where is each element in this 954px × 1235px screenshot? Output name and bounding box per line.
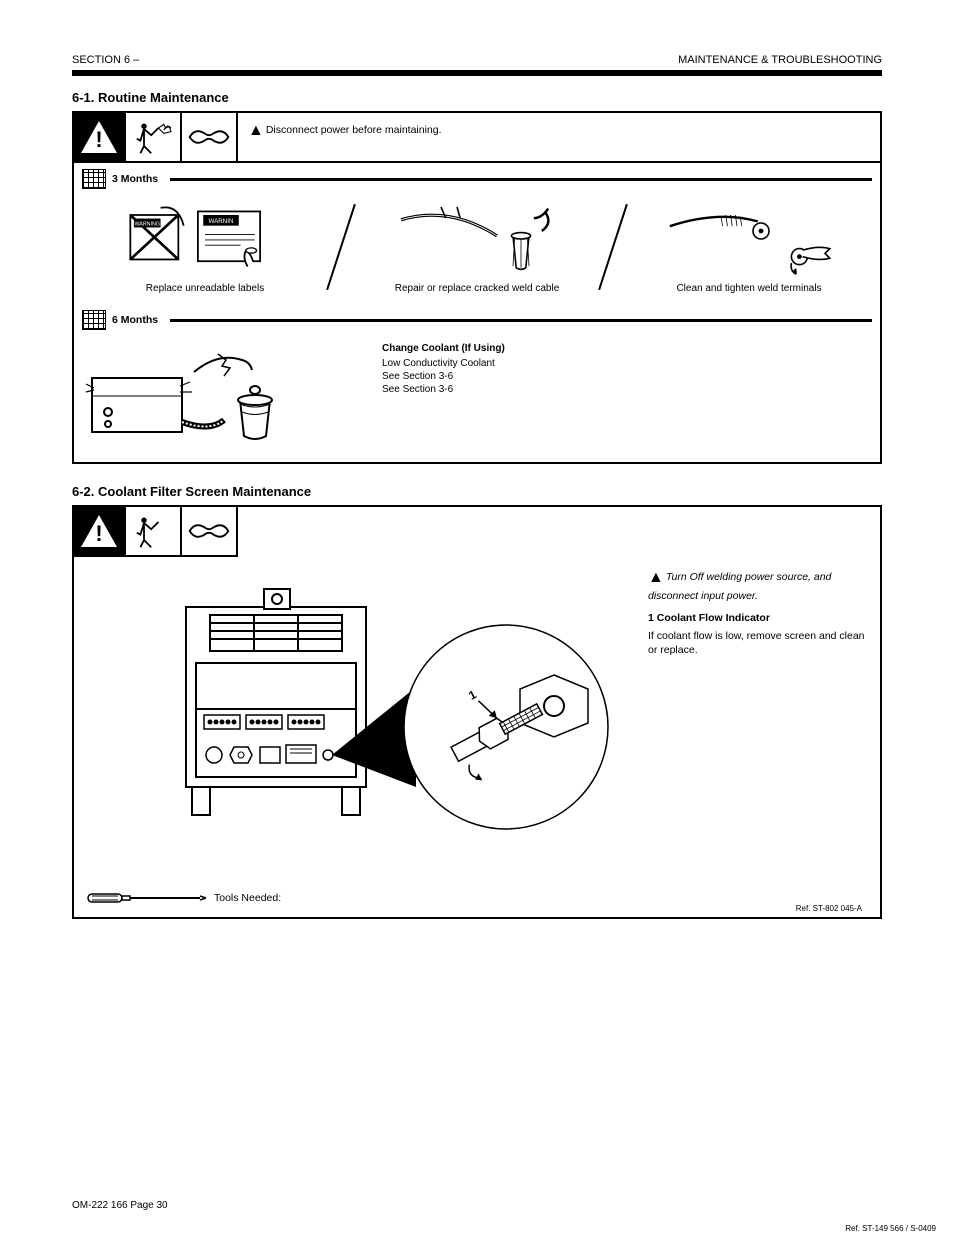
panel-coolant-filter: ! ▲Turn Off welding power source, and di… bbox=[72, 505, 882, 919]
coolant-ref1: See Section 3-6 bbox=[382, 370, 870, 383]
label-3-months: 3 Months bbox=[112, 173, 158, 185]
warning-triangle-icon: ! bbox=[74, 507, 126, 557]
subsection-6-1-title: 6-1. Routine Maintenance bbox=[72, 90, 882, 105]
warning-row-1: ! ▲Disconnect power before maintaining. bbox=[74, 113, 880, 163]
activity-terminals: Clean and tighten weld terminals bbox=[628, 199, 870, 294]
eye-protection-icon bbox=[182, 507, 238, 557]
svg-text:WARNING: WARNING bbox=[134, 222, 160, 228]
label-6-months: 6 Months bbox=[112, 314, 158, 326]
tools-needed: Tools Needed: bbox=[86, 889, 281, 907]
shock-hazard-icon bbox=[126, 507, 182, 557]
caption-terminals: Clean and tighten weld terminals bbox=[628, 283, 870, 294]
instr-line-2: If coolant flow is low, remove screen an… bbox=[648, 629, 868, 657]
separator-slash bbox=[326, 203, 356, 289]
strip-rule bbox=[170, 319, 872, 322]
item-1-label: 1 Coolant Flow Indicator bbox=[648, 611, 868, 625]
panel2-body: ▲Turn Off welding power source, and disc… bbox=[74, 557, 880, 917]
activities-3-months: WARNING WARNIN Replace unreadable labels bbox=[74, 193, 880, 304]
schedule-3-months: 3 Months bbox=[74, 163, 880, 193]
separator-slash bbox=[598, 203, 628, 289]
activity-labels: WARNING WARNIN Replace unreadable labels bbox=[84, 199, 326, 294]
section-label: SECTION 6 – bbox=[72, 54, 139, 66]
panel-routine-maintenance: ! ▲Disconnect power before maintaining. … bbox=[72, 111, 882, 464]
footer-left: OM-222 166 Page 30 bbox=[72, 1200, 168, 1211]
activity-cables: Repair or replace cracked weld cable bbox=[356, 199, 598, 294]
ref-code-1: Ref. ST-149 566 / S-0409 bbox=[845, 1224, 936, 1233]
page-footer: OM-222 166 Page 30 bbox=[72, 1200, 882, 1211]
svg-text:!: ! bbox=[95, 127, 102, 152]
page-header: SECTION 6 – MAINTENANCE & TROUBLESHOOTIN… bbox=[72, 54, 882, 76]
coolant-heading: Change Coolant (If Using) bbox=[382, 342, 870, 355]
calendar-icon bbox=[82, 169, 106, 189]
caption-cables: Repair or replace cracked weld cable bbox=[356, 283, 598, 294]
caution-triangle-icon: ▲ bbox=[648, 567, 664, 589]
instr-line-1: Turn Off welding power source, and disco… bbox=[648, 571, 831, 602]
tools-label: Tools Needed: bbox=[214, 892, 281, 904]
caption-labels: Replace unreadable labels bbox=[84, 283, 326, 294]
svg-text:WARNIN: WARNIN bbox=[209, 218, 234, 225]
warning-text-1: ▲Disconnect power before maintaining. bbox=[238, 113, 880, 161]
strip-rule bbox=[170, 178, 872, 181]
subsection-6-2-title: 6-2. Coolant Filter Screen Maintenance bbox=[72, 484, 882, 499]
activities-6-months: Change Coolant (If Using) Low Conductivi… bbox=[74, 334, 880, 462]
coolant-line2: Low Conductivity Coolant bbox=[382, 357, 870, 370]
shock-hazard-icon bbox=[126, 113, 182, 161]
schedule-6-months: 6 Months bbox=[74, 304, 880, 334]
coolant-illustration bbox=[84, 338, 364, 448]
ref-code-2: Ref. ST-802 045-A bbox=[796, 904, 862, 913]
warning-row-2: ! bbox=[74, 507, 880, 557]
section-title: MAINTENANCE & TROUBLESHOOTING bbox=[678, 54, 882, 66]
coolant-ref2: See Section 3-6 bbox=[382, 383, 870, 396]
coolant-text: Change Coolant (If Using) Low Conductivi… bbox=[382, 338, 870, 396]
screwdriver-icon bbox=[86, 889, 206, 907]
calendar-icon bbox=[82, 310, 106, 330]
warning-note-1: Disconnect power before maintaining. bbox=[266, 124, 442, 136]
warning-triangle-icon: ! bbox=[74, 113, 126, 161]
eye-protection-icon bbox=[182, 113, 238, 161]
caution-triangle-icon: ▲ bbox=[248, 121, 264, 141]
panel2-instructions: ▲Turn Off welding power source, and disc… bbox=[648, 567, 868, 657]
svg-text:!: ! bbox=[95, 521, 102, 546]
